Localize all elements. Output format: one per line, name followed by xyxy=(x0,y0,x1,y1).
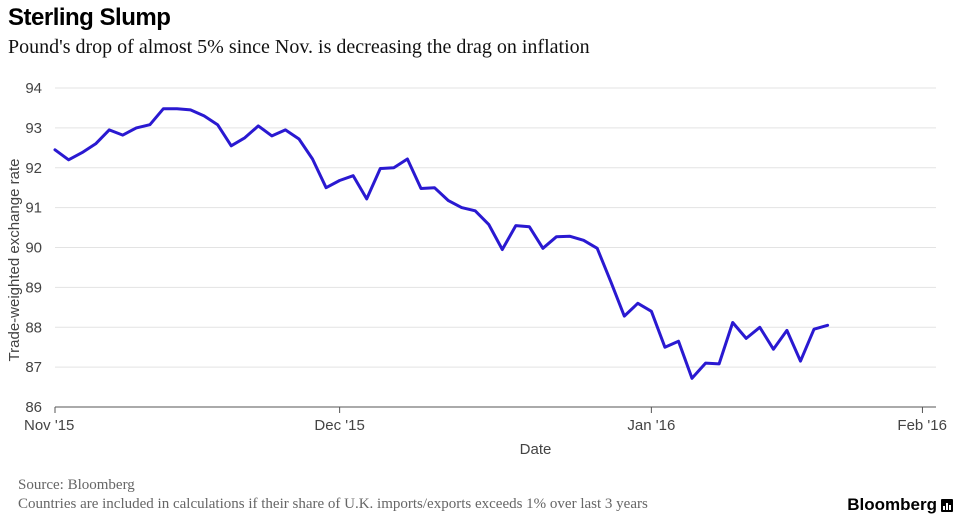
y-tick-label: 89 xyxy=(25,279,42,296)
line-chart: 86 87 88 89 90 91 92 93 94 Nov '15 Dec '15 Jan '16 F… xyxy=(6,80,947,458)
bloomberg-mark-icon xyxy=(941,498,953,512)
y-tick-label: 87 xyxy=(25,359,42,376)
chart-title: Sterling Slump xyxy=(8,4,171,31)
y-tick-label: 93 xyxy=(25,120,42,137)
y-tick-label: 86 xyxy=(25,399,42,416)
source-note: Source: Bloomberg xyxy=(18,477,135,493)
chart-subtitle: Pound's drop of almost 5% since Nov. is … xyxy=(8,36,590,58)
methodology-note: Countries are included in calculations i… xyxy=(18,496,648,512)
y-tick-label: 91 xyxy=(25,200,42,217)
x-tick-label: Dec '15 xyxy=(314,417,364,434)
x-tick-label: Jan '16 xyxy=(627,417,675,434)
x-tick-label: Feb '16 xyxy=(897,417,947,434)
brand-name: Bloomberg xyxy=(847,495,937,514)
bloomberg-logo: Bloomberg xyxy=(847,495,953,515)
y-tick-label: 92 xyxy=(25,160,42,177)
x-tick-label: Nov '15 xyxy=(24,417,74,434)
y-tick-label: 94 xyxy=(25,80,42,97)
series-line xyxy=(53,107,830,380)
y-tick-label: 90 xyxy=(25,240,42,257)
y-tick-label: 88 xyxy=(25,319,42,336)
y-axis-title: Trade-weighted exchange rate xyxy=(6,159,23,362)
x-axis-title: Date xyxy=(520,441,552,458)
